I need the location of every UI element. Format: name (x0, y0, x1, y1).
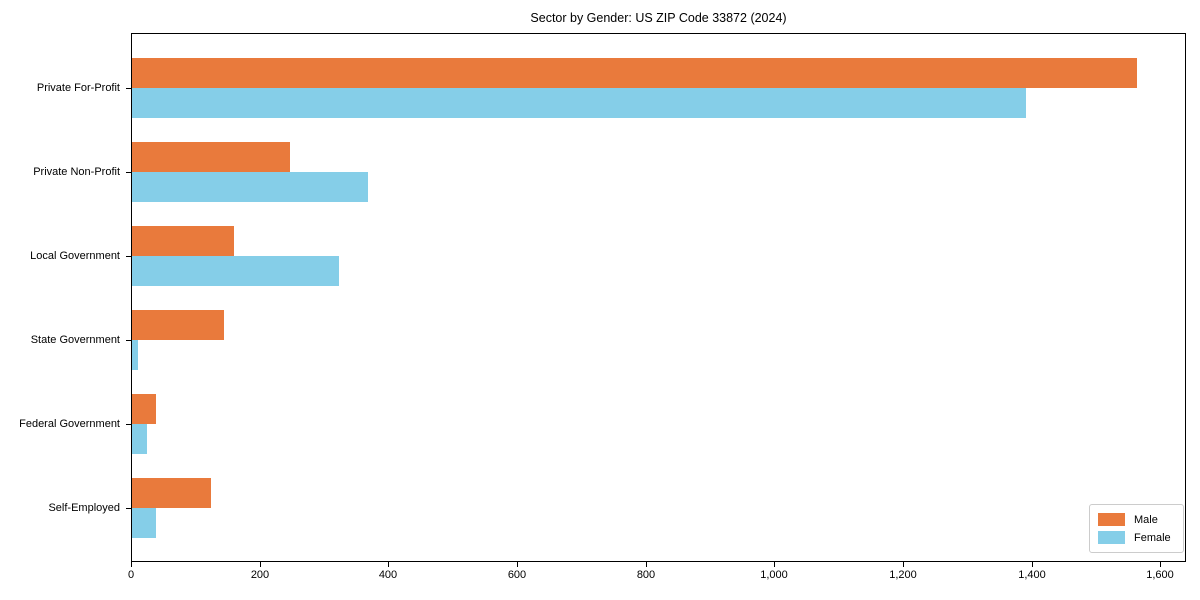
y-axis-tick-mark (126, 256, 131, 257)
legend: Male Female (1089, 504, 1184, 553)
bar-female-3 (132, 340, 138, 370)
y-axis-tick-mark (126, 424, 131, 425)
y-axis-tick-mark (126, 340, 131, 341)
chart-title: Sector by Gender: US ZIP Code 33872 (202… (530, 11, 787, 25)
bar-male-3 (132, 310, 224, 340)
x-axis-tick-mark (1160, 562, 1161, 567)
x-axis-tick-label: 1,200 (889, 569, 917, 581)
x-axis-tick-label: 1,600 (1146, 569, 1174, 581)
bar-female-1 (132, 172, 368, 202)
x-axis-tick-mark (517, 562, 518, 567)
x-axis-tick-mark (646, 562, 647, 567)
legend-swatch-female (1098, 531, 1125, 544)
legend-label-male: Male (1134, 513, 1158, 526)
x-axis-tick-mark (1032, 562, 1033, 567)
bar-female-5 (132, 508, 156, 538)
y-axis-tick-mark (126, 172, 131, 173)
x-axis-tick-label: 0 (127, 569, 135, 581)
bar-male-4 (132, 394, 156, 424)
x-axis-tick-label: 800 (636, 569, 656, 581)
bar-female-2 (132, 256, 339, 286)
bar-male-2 (132, 226, 234, 256)
y-axis-tick-label: Private For-Profit (36, 82, 120, 94)
x-axis-tick-mark (388, 562, 389, 567)
bar-female-0 (132, 88, 1026, 118)
y-axis-tick-label: Federal Government (19, 418, 120, 430)
legend-swatch-male (1098, 513, 1125, 526)
x-axis-tick-label: 400 (378, 569, 398, 581)
x-axis-tick-label: 600 (507, 569, 527, 581)
legend-entry-male: Male (1098, 513, 1175, 526)
x-axis-tick-mark (774, 562, 775, 567)
x-axis-tick-mark (260, 562, 261, 567)
bar-male-0 (132, 58, 1137, 88)
x-axis-tick-label: 200 (250, 569, 270, 581)
y-axis-tick-label: Self-Employed (48, 502, 120, 514)
bar-male-5 (132, 478, 211, 508)
legend-entry-female: Female (1098, 531, 1175, 544)
x-axis-tick-mark (131, 562, 132, 567)
bar-male-1 (132, 142, 290, 172)
x-axis-tick-mark (903, 562, 904, 567)
y-axis-tick-label: State Government (30, 334, 120, 346)
plot-area (131, 33, 1186, 562)
y-axis-tick-label: Local Government (30, 250, 120, 262)
y-axis-tick-mark (126, 508, 131, 509)
legend-label-female: Female (1134, 531, 1171, 544)
x-axis-tick-label: 1,000 (760, 569, 788, 581)
bar-female-4 (132, 424, 147, 454)
x-axis-tick-label: 1,400 (1018, 569, 1046, 581)
y-axis-tick-label: Private Non-Profit (33, 166, 120, 178)
y-axis-tick-mark (126, 88, 131, 89)
